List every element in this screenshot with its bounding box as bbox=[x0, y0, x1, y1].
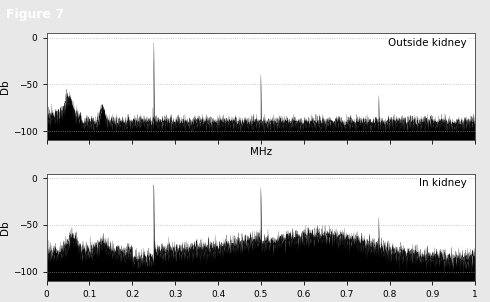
Text: Figure 7: Figure 7 bbox=[6, 8, 64, 21]
X-axis label: MHz: MHz bbox=[250, 147, 272, 157]
Text: Outside kidney: Outside kidney bbox=[388, 37, 466, 47]
Y-axis label: Db: Db bbox=[0, 79, 10, 94]
Text: In kidney: In kidney bbox=[419, 178, 466, 188]
Y-axis label: Db: Db bbox=[0, 220, 10, 235]
